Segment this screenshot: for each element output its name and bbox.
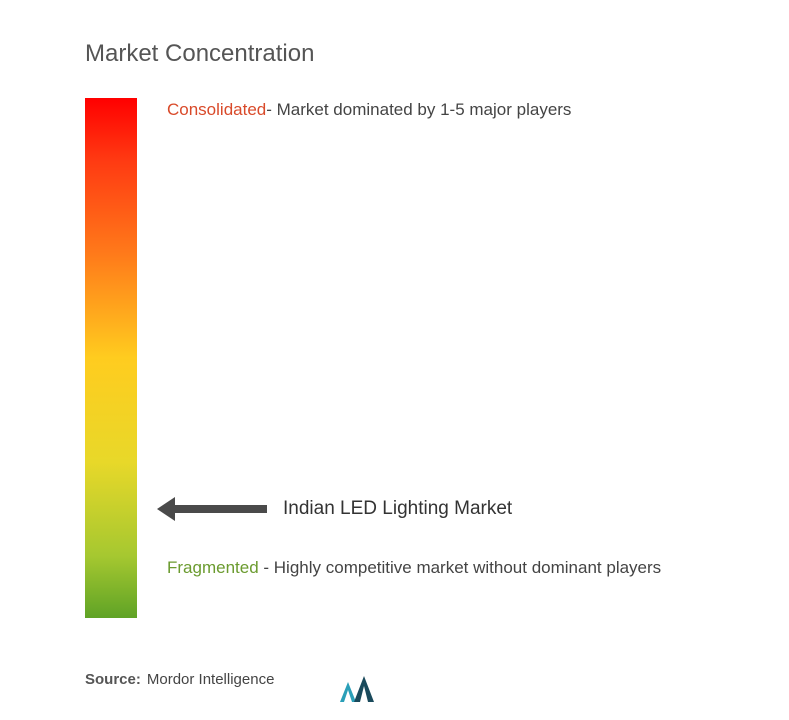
consolidated-description: - Market dominated by 1-5 major players <box>266 100 571 119</box>
mordor-logo-icon <box>340 676 380 702</box>
fragmented-description: - Highly competitive market without domi… <box>259 558 662 577</box>
chart-area: Consolidated- Market dominated by 1-5 ma… <box>85 98 704 618</box>
fragmented-key: Fragmented <box>167 558 259 577</box>
source-attribution: Source: Mordor Intelligence <box>85 671 274 688</box>
market-marker: Indian LED Lighting Market <box>157 497 512 521</box>
consolidated-key: Consolidated <box>167 100 266 119</box>
chart-title: Market Concentration <box>85 40 704 68</box>
market-name: Indian LED Lighting Market <box>283 498 512 520</box>
consolidated-label: Consolidated- Market dominated by 1-5 ma… <box>167 98 704 122</box>
labels-area: Consolidated- Market dominated by 1-5 ma… <box>137 98 704 618</box>
fragmented-label: Fragmented - Highly competitive market w… <box>167 556 704 580</box>
concentration-gradient-bar <box>85 98 137 618</box>
source-value: Mordor Intelligence <box>147 671 275 688</box>
source-label: Source: <box>85 671 141 688</box>
arrow-left-icon <box>157 497 267 521</box>
